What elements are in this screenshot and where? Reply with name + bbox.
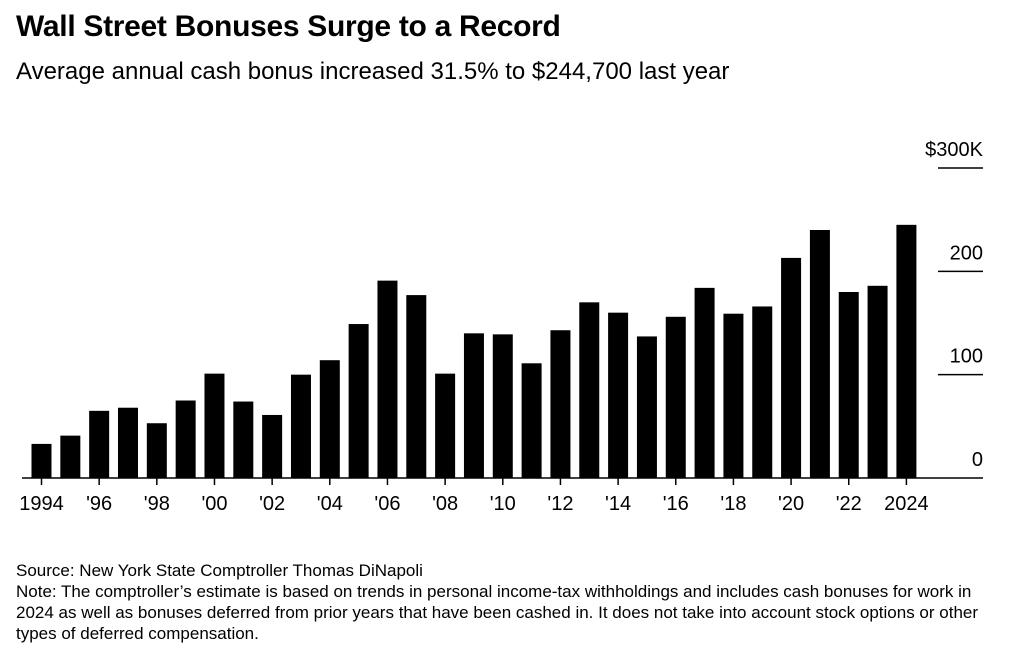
bar-2021 [809,230,830,478]
x-tick-label: 2024 [884,493,929,515]
methodology-note: Note: The comptroller’s estimate is base… [16,582,979,643]
bar-1997 [117,407,138,478]
bar-2020 [781,257,802,478]
bar-1996 [89,410,110,478]
bar-2015 [636,336,657,478]
bar-2008 [435,373,456,478]
bar-2019 [752,306,773,478]
y-tick-label: 100 [950,346,983,368]
bar-1995 [60,435,81,478]
bar-2006 [377,280,398,478]
x-tick-label: '08 [432,493,458,515]
x-tick-label: '14 [605,493,631,515]
x-tick-label: '20 [778,493,804,515]
x-tick-label: '06 [374,493,400,515]
bar-2017 [694,287,715,478]
bar-1998 [146,423,167,478]
x-tick-label: '02 [259,493,285,515]
x-tick-label: '00 [201,493,227,515]
x-tick-label: '98 [144,493,170,515]
bar-2012 [550,330,571,478]
bar-2013 [579,302,600,478]
bar-1999 [175,400,196,478]
x-tick-label: '12 [547,493,573,515]
footer: Source: New York State Comptroller Thoma… [16,560,1006,644]
chart-title: Wall Street Bonuses Surge to a Record [16,10,561,43]
bar-2005 [348,324,369,478]
y-tick-label: $300K [925,139,983,161]
chart-subtitle: Average annual cash bonus increased 31.5… [16,58,730,85]
bar-2023 [867,285,888,478]
x-tick-label: '96 [86,493,112,515]
bar-2018 [723,313,744,478]
bar-2011 [521,363,542,478]
x-tick-label: '04 [317,493,343,515]
y-tick-label: 200 [950,242,983,264]
x-tick-label: '16 [663,493,689,515]
bar-2001 [233,401,254,478]
bar-2000 [204,373,225,478]
bar-2016 [665,316,686,478]
bar-2010 [492,334,513,478]
bar-2007 [406,295,427,478]
bar-1994 [31,443,52,478]
source-note: Source: New York State Comptroller Thoma… [16,561,423,580]
bar-chart: $300K 200 100 0 1994 '96 '98 '00 '02 '04 '06 '08 '10… [19,139,983,515]
x-tick-label: '22 [836,493,862,515]
bar-2003 [290,374,311,478]
bar-2004 [319,360,340,478]
bar-2024 [896,224,917,478]
bar-2009 [463,333,484,478]
x-tick-label: '10 [490,493,516,515]
x-tick-label: 1994 [19,493,64,515]
y-tick-label: 0 [972,449,983,471]
bar-2022 [838,292,859,478]
bar-2014 [608,312,629,478]
bar-2002 [262,414,283,478]
x-tick-label: '18 [720,493,746,515]
